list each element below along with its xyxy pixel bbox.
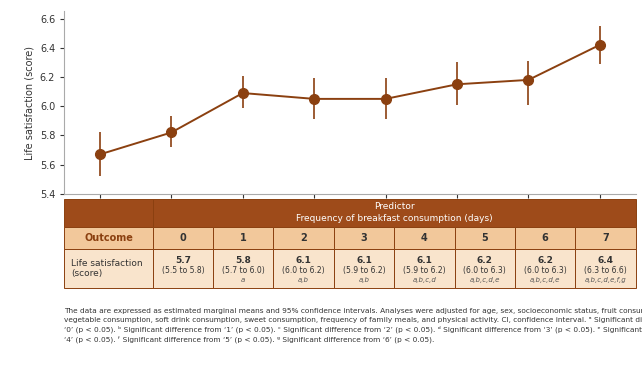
FancyBboxPatch shape <box>153 249 213 288</box>
Text: 7: 7 <box>602 233 609 243</box>
FancyBboxPatch shape <box>64 227 153 249</box>
Text: a,b,c,d: a,b,c,d <box>412 278 437 284</box>
FancyBboxPatch shape <box>153 199 636 227</box>
FancyBboxPatch shape <box>455 227 515 249</box>
Text: (6.0 to 6.2): (6.0 to 6.2) <box>282 266 325 275</box>
Text: a,b,c,d,e: a,b,c,d,e <box>469 278 500 284</box>
Text: 6.1: 6.1 <box>417 256 432 265</box>
FancyBboxPatch shape <box>64 199 153 227</box>
FancyBboxPatch shape <box>575 249 636 288</box>
FancyBboxPatch shape <box>575 227 636 249</box>
FancyBboxPatch shape <box>64 249 153 288</box>
Text: 6.4: 6.4 <box>598 256 613 265</box>
Text: 3: 3 <box>361 233 367 243</box>
Text: The data are expressed as estimated marginal means and 95% confidence intervals.: The data are expressed as estimated marg… <box>64 309 642 343</box>
FancyBboxPatch shape <box>334 249 394 288</box>
Text: (6.0 to 6.3): (6.0 to 6.3) <box>464 266 506 275</box>
Text: (5.5 to 5.8): (5.5 to 5.8) <box>162 266 204 275</box>
Text: Life satisfaction
(score): Life satisfaction (score) <box>71 259 143 278</box>
Text: (6.3 to 6.6): (6.3 to 6.6) <box>584 266 627 275</box>
Text: (5.9 to 6.2): (5.9 to 6.2) <box>403 266 446 275</box>
Text: 6.1: 6.1 <box>356 256 372 265</box>
X-axis label: Frequency of breakfast consumption (days): Frequency of breakfast consumption (days… <box>244 218 456 228</box>
Text: a,b,c,d,e: a,b,c,d,e <box>530 278 560 284</box>
FancyBboxPatch shape <box>394 249 455 288</box>
FancyBboxPatch shape <box>515 249 575 288</box>
Text: 5: 5 <box>482 233 488 243</box>
Text: a,b: a,b <box>298 278 309 284</box>
Text: 6.2: 6.2 <box>477 256 492 265</box>
FancyBboxPatch shape <box>213 249 273 288</box>
Text: Predictor
Frequency of breakfast consumption (days): Predictor Frequency of breakfast consump… <box>296 202 492 223</box>
Text: 1: 1 <box>240 233 247 243</box>
Text: 2: 2 <box>300 233 307 243</box>
Text: 0: 0 <box>180 233 186 243</box>
Text: a,b: a,b <box>358 278 370 284</box>
Text: (5.9 to 6.2): (5.9 to 6.2) <box>343 266 385 275</box>
Text: 5.7: 5.7 <box>175 256 191 265</box>
FancyBboxPatch shape <box>213 227 273 249</box>
FancyBboxPatch shape <box>394 227 455 249</box>
FancyBboxPatch shape <box>273 227 334 249</box>
Text: (5.7 to 6.0): (5.7 to 6.0) <box>222 266 265 275</box>
Text: 6.2: 6.2 <box>537 256 553 265</box>
Text: Outcome: Outcome <box>84 233 133 243</box>
Text: (6.0 to 6.3): (6.0 to 6.3) <box>524 266 566 275</box>
FancyBboxPatch shape <box>455 249 515 288</box>
FancyBboxPatch shape <box>334 227 394 249</box>
FancyBboxPatch shape <box>515 227 575 249</box>
FancyBboxPatch shape <box>153 227 213 249</box>
Text: 6.1: 6.1 <box>296 256 311 265</box>
FancyBboxPatch shape <box>273 249 334 288</box>
Text: 5.8: 5.8 <box>236 256 251 265</box>
Text: 6: 6 <box>542 233 548 243</box>
Text: a,b,c,d,e,f,g: a,b,c,d,e,f,g <box>584 278 627 284</box>
Text: 4: 4 <box>421 233 428 243</box>
Y-axis label: Life satisfaction (score): Life satisfaction (score) <box>24 45 34 159</box>
Text: a: a <box>241 278 245 284</box>
